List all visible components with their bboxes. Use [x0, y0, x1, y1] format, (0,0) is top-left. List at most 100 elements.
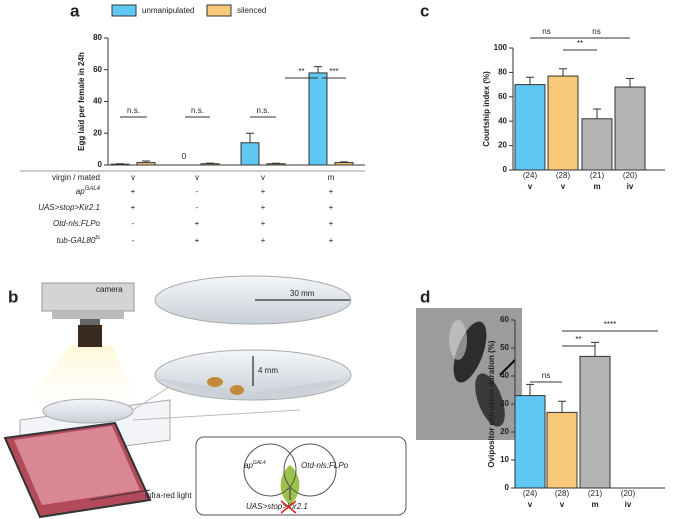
cell: +	[329, 219, 334, 228]
cell: +	[329, 203, 334, 212]
cell: -	[132, 236, 135, 245]
cell: +	[329, 187, 334, 196]
dim-label: 4 mm	[258, 366, 278, 375]
error-bar	[142, 160, 150, 163]
base	[155, 378, 351, 399]
significance: n.s.	[127, 106, 140, 115]
camera-lens	[78, 325, 102, 347]
dim-label: 30 mm	[290, 289, 315, 298]
panel-letter: d	[420, 287, 430, 306]
cell: v	[131, 173, 135, 182]
y-tick-label: 100	[494, 43, 508, 52]
significance: ns	[542, 371, 550, 380]
significance: ***	[329, 67, 338, 76]
significance: n.s.	[257, 106, 270, 115]
cell: +	[261, 187, 266, 196]
legend-label: silenced	[237, 6, 266, 15]
panel-letter: c	[420, 1, 429, 20]
venn-label: Otd-nls:FLPo	[301, 461, 349, 470]
y-tick-label: 40	[93, 97, 102, 106]
cell: +	[195, 219, 200, 228]
error-bar	[314, 66, 322, 73]
cell: -	[196, 187, 199, 196]
fly	[207, 377, 223, 387]
y-tick-label: 10	[500, 455, 509, 464]
x-tick-label: m	[591, 500, 598, 509]
bar	[200, 163, 220, 166]
y-axis-label: Ovipositor extrusion duration (%)	[487, 340, 496, 467]
bar	[547, 75, 579, 171]
sup: GAL4	[85, 186, 101, 192]
bar	[581, 118, 613, 171]
n-label: (20)	[623, 171, 638, 180]
bar	[308, 72, 328, 166]
fly	[230, 385, 244, 395]
y-tick-label: 30	[500, 399, 509, 408]
x-tick-label: v	[561, 182, 566, 191]
error-bar	[206, 162, 214, 164]
photo	[416, 308, 522, 440]
x-tick-label: iv	[625, 500, 632, 509]
error-bar	[526, 383, 534, 396]
row-label: tub-GAL80ts	[57, 235, 100, 246]
significance: **	[298, 67, 304, 76]
camera-body	[52, 311, 124, 319]
y-tick-label: 60	[498, 92, 507, 101]
text: ap	[76, 187, 85, 196]
text: ap	[244, 461, 253, 470]
error-bar	[246, 132, 254, 143]
cell: +	[131, 187, 136, 196]
cell: v	[261, 173, 265, 182]
y-tick-label: 60	[500, 315, 509, 324]
cell: +	[131, 203, 136, 212]
y-tick-label: 60	[93, 65, 102, 74]
bar	[240, 142, 260, 166]
bar	[514, 84, 546, 171]
significance: n.s.	[191, 106, 204, 115]
cell: +	[261, 203, 266, 212]
cell: v	[195, 173, 199, 182]
text: virgin / mated	[52, 173, 100, 182]
y-tick-label: 40	[500, 371, 509, 380]
y-tick-label: 0	[98, 160, 103, 169]
y-axis-label: Egg laid per female in 24h	[77, 52, 86, 151]
bar	[110, 163, 130, 166]
text: Otd-nls:FLPo	[53, 219, 101, 228]
cell: -	[196, 203, 199, 212]
x-tick-label: m	[593, 182, 600, 191]
text: tub-GAL80	[57, 236, 96, 245]
camera-label: camera	[96, 285, 123, 294]
wing	[449, 320, 467, 360]
error-bar	[558, 400, 566, 413]
zoom-line	[132, 409, 301, 421]
bar	[579, 355, 611, 489]
y-axis-label: Courtship index (%)	[482, 71, 491, 147]
x-tick-label: v	[528, 500, 533, 509]
sup: GAL4	[253, 460, 266, 466]
cell: m	[328, 173, 335, 182]
legend-swatch	[206, 4, 232, 17]
pointer	[89, 489, 151, 501]
n-label: (24)	[523, 489, 538, 498]
significance: ****	[604, 320, 616, 329]
x-tick-label: v	[528, 182, 533, 191]
row-label: Otd-nls:FLPo	[53, 219, 101, 228]
data-label: 0	[182, 152, 187, 161]
significance: ns	[542, 27, 550, 36]
bar	[136, 162, 156, 166]
venn-overlap	[280, 465, 300, 505]
n-label: (24)	[523, 171, 538, 180]
text: UAS>stop>Kir2.1	[38, 203, 100, 212]
setup-illustration: camera infra-red light 30 mm 4 mm apGAL4…	[3, 275, 407, 519]
row-label: virgin / mated	[52, 173, 100, 182]
x-tick-label: iv	[627, 182, 634, 191]
significance: **	[575, 335, 581, 344]
significance: **	[577, 39, 583, 48]
cell: -	[132, 219, 135, 228]
y-tick-label: 20	[500, 427, 509, 436]
cell: +	[195, 236, 200, 245]
light-label: infra-red light	[145, 491, 192, 500]
bar	[614, 86, 646, 171]
legend-label: unmanipulated	[142, 6, 194, 15]
